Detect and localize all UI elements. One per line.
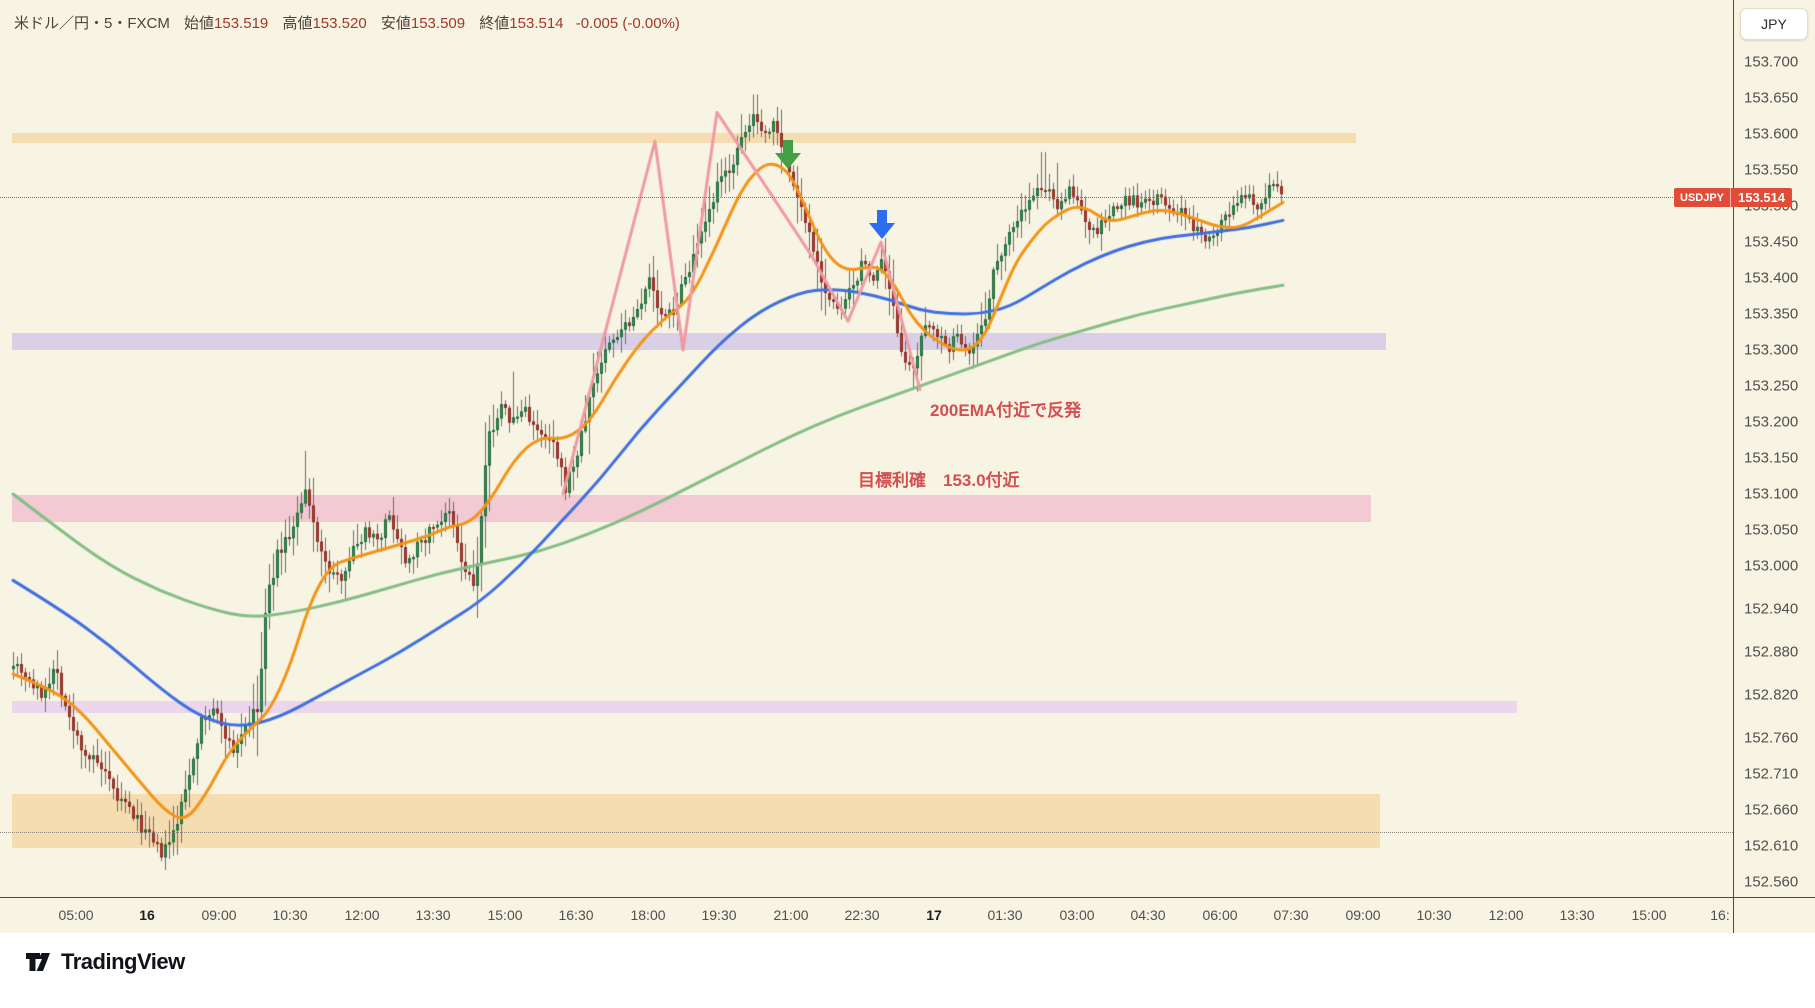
time-tick-0730: 07:30 (1273, 907, 1309, 923)
time-tick-17: 17 (926, 907, 942, 923)
last-price-label[interactable]: USDJPY 153.514 (1674, 188, 1793, 207)
time-tick-1330: 13:30 (415, 907, 451, 923)
low-label: 安値 (380, 15, 411, 32)
tradingview-logo-icon (26, 953, 50, 971)
price-tick-153.450: 153.450 (1744, 233, 1799, 251)
price-tick-153.700: 153.700 (1744, 53, 1799, 71)
price-tick-152.660: 152.660 (1744, 801, 1799, 819)
price-tick-152.560: 152.560 (1744, 873, 1799, 891)
price-tick-152.710: 152.710 (1744, 765, 1799, 783)
price-tick-153.200: 153.200 (1744, 413, 1799, 431)
price-tick-153.550: 153.550 (1744, 161, 1799, 179)
price-tick-153.400: 153.400 (1744, 269, 1799, 287)
time-tick-1330: 13:30 (1559, 907, 1595, 923)
time-tick-0900: 09:00 (1345, 907, 1381, 923)
candlestick-canvas[interactable] (0, 0, 1733, 897)
time-axis[interactable]: 05:00 16 09:00 10:30 12:00 13:30 15:00 16:30 18:… (0, 897, 1815, 934)
last-price-divider (1730, 188, 1732, 207)
time-tick-16: 16 (139, 907, 155, 923)
time-tick-0900: 09:00 (201, 907, 237, 923)
tradingview-brand-text: TradingView (61, 949, 185, 974)
time-tick-1930: 19:30 (701, 907, 737, 923)
blue-arrow-stem (877, 210, 887, 224)
time-tick-1500: 15:00 (1631, 907, 1667, 923)
green-arrow-stem (783, 140, 793, 154)
green-arrow-head (775, 153, 801, 169)
low-value: 153.509 (410, 15, 466, 32)
blue-arrow-head (869, 223, 895, 239)
last-price-value: 153.514 (1738, 190, 1786, 205)
price-tick-152.610: 152.610 (1744, 837, 1799, 855)
ohlc-header[interactable]: 米ドル／円・5・FXCM 始値153.519 高値153.520 安値153.5… (14, 12, 680, 33)
currency-unit-button[interactable]: JPY (1740, 8, 1808, 40)
time-tick-1200: 12:00 (1488, 907, 1524, 923)
high-value: 153.520 (312, 15, 367, 32)
current-price-dotted-line (0, 197, 1733, 198)
price-tick-152.880: 152.880 (1744, 643, 1799, 661)
time-tick-0300: 03:00 (1059, 907, 1095, 923)
time-tick-1030: 10:30 (272, 907, 308, 923)
price-tick-152.760: 152.760 (1744, 729, 1799, 747)
time-tick-0130: 01:30 (987, 907, 1023, 923)
price-tick-153.150: 153.150 (1744, 449, 1799, 467)
last-price-symbol: USDJPY (1680, 191, 1725, 204)
annotation-200ema-rebound[interactable]: 200EMA付近で反発 (930, 401, 1082, 420)
price-tick-153.250: 153.250 (1744, 377, 1799, 395)
symbol-title: 米ドル／円・5・FXCM (14, 15, 170, 32)
time-tick-0500: 05:00 (58, 907, 94, 923)
high-label: 高値 (282, 15, 313, 32)
time-tick-1030: 10:30 (1416, 907, 1452, 923)
time-tick-2100: 21:00 (773, 907, 809, 923)
chart-plot-area[interactable]: 米ドル／円・5・FXCM 始値153.519 高値153.520 安値153.5… (0, 0, 1733, 897)
annotation-take-profit-target[interactable]: 目標利確 153.0付近 (858, 471, 1020, 490)
price-tick-153.000: 153.000 (1744, 557, 1799, 575)
green-down-arrow-annotation[interactable] (775, 140, 801, 169)
open-label: 始値 (184, 15, 215, 32)
price-tick-153.100: 153.100 (1744, 485, 1799, 503)
previous-close-dotted-line (0, 832, 1733, 833)
time-tick-2230: 22:30 (844, 907, 880, 923)
price-axis[interactable]: JPY 153.700153.650153.600153.550153.5001… (1733, 0, 1815, 897)
time-tick-1800: 18:00 (630, 907, 666, 923)
time-tick-0600: 06:00 (1202, 907, 1238, 923)
open-value: 153.519 (214, 15, 269, 32)
change-value: -0.005 (-0.00%) (575, 15, 680, 32)
price-tick-152.940: 152.940 (1744, 600, 1799, 618)
price-tick-153.650: 153.650 (1744, 89, 1799, 107)
price-tick-152.820: 152.820 (1744, 686, 1799, 704)
price-tick-153.050: 153.050 (1744, 521, 1799, 539)
time-tick-1500: 15:00 (487, 907, 523, 923)
price-tick-153.300: 153.300 (1744, 341, 1799, 359)
close-label: 終値 (479, 15, 510, 32)
time-tick-16: 16: (1710, 907, 1730, 923)
time-tick-1200: 12:00 (344, 907, 380, 923)
tradingview-brand[interactable]: TradingView (24, 948, 185, 976)
time-tick-0430: 04:30 (1130, 907, 1166, 923)
close-value: 153.514 (509, 15, 564, 32)
axis-corner-divider (1733, 898, 1734, 934)
footer-bar: TradingView (0, 933, 1815, 1008)
time-tick-1630: 16:30 (558, 907, 594, 923)
price-tick-153.600: 153.600 (1744, 125, 1799, 143)
price-tick-153.350: 153.350 (1744, 305, 1799, 323)
blue-down-arrow-annotation[interactable] (869, 210, 895, 239)
